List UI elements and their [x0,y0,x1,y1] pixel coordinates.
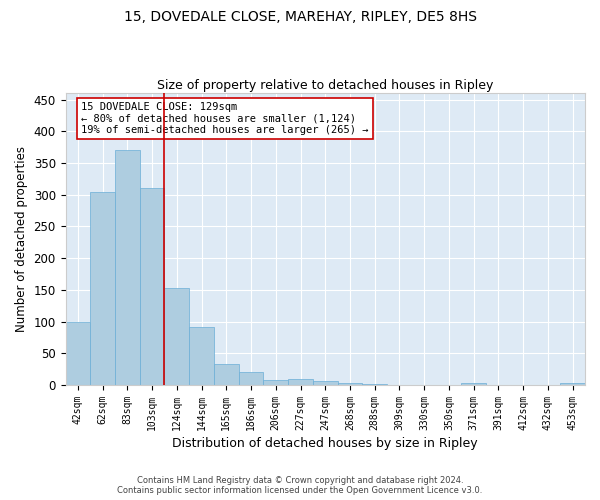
Bar [313,382,338,385]
Bar [189,326,214,385]
Title: Size of property relative to detached houses in Ripley: Size of property relative to detached ho… [157,79,493,92]
Bar [461,383,486,385]
Bar [362,384,387,385]
Bar [115,150,140,385]
Bar [140,188,164,385]
Text: 15 DOVEDALE CLOSE: 129sqm
← 80% of detached houses are smaller (1,124)
19% of se: 15 DOVEDALE CLOSE: 129sqm ← 80% of detac… [81,102,368,135]
Bar [560,382,585,385]
Bar [214,364,239,385]
X-axis label: Distribution of detached houses by size in Ripley: Distribution of detached houses by size … [172,437,478,450]
Text: 15, DOVEDALE CLOSE, MAREHAY, RIPLEY, DE5 8HS: 15, DOVEDALE CLOSE, MAREHAY, RIPLEY, DE5… [124,10,476,24]
Bar [164,288,189,385]
Y-axis label: Number of detached properties: Number of detached properties [15,146,28,332]
Bar [90,192,115,385]
Bar [263,380,288,385]
Bar [239,372,263,385]
Bar [65,322,90,385]
Bar [288,380,313,385]
Text: Contains HM Land Registry data © Crown copyright and database right 2024.
Contai: Contains HM Land Registry data © Crown c… [118,476,482,495]
Bar [338,382,362,385]
